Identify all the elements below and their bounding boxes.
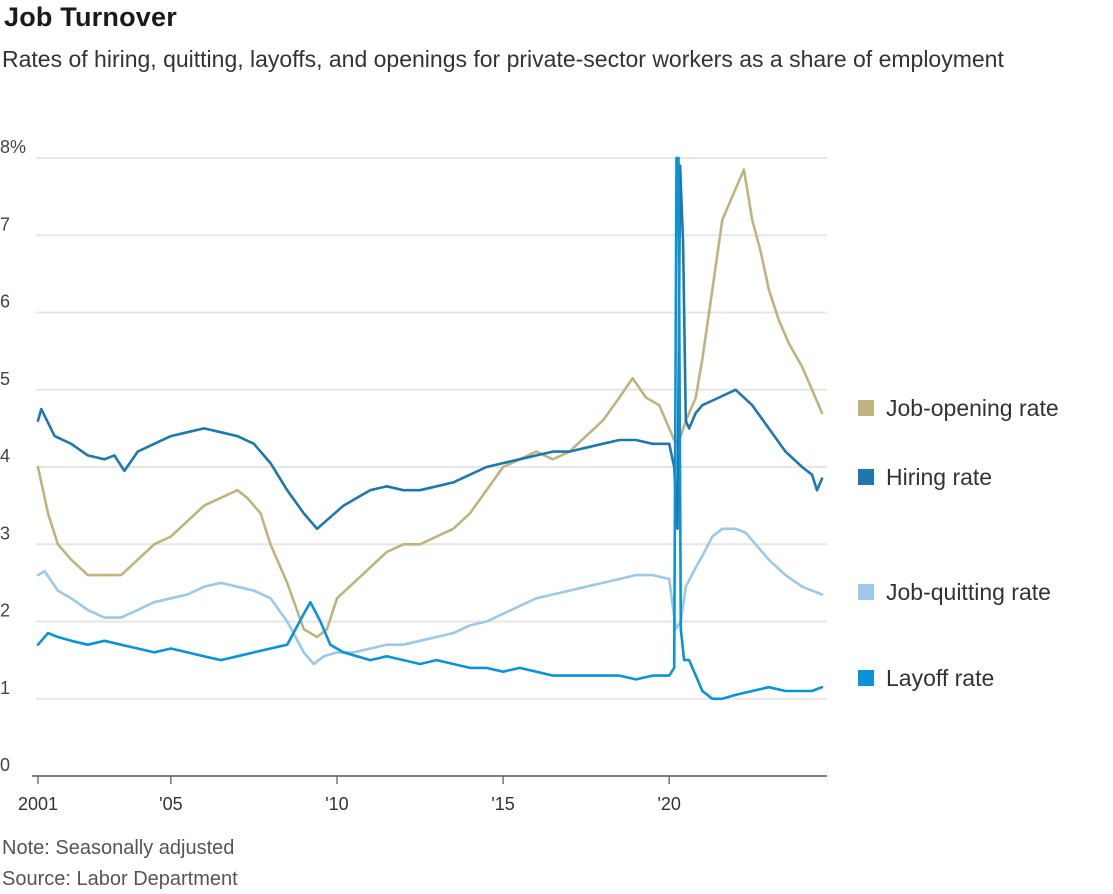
x-axis-ticks: 2001 '05 '10 '15 '20	[18, 776, 681, 814]
x-tick-label: '10	[325, 794, 348, 814]
x-tick-label: '15	[491, 794, 514, 814]
legend-swatch	[858, 670, 874, 686]
y-tick-label: 3	[0, 523, 10, 543]
chart-note: Note: Seasonally adjusted	[2, 837, 235, 859]
y-axis-ticks: 0 1 2 3 4 5 6 7 8%	[0, 137, 26, 775]
x-tick-label: '20	[657, 794, 680, 814]
y-tick-label: 0	[0, 755, 10, 775]
series-line	[36, 156, 824, 701]
y-tick-label: 7	[0, 214, 10, 234]
legend-label: Job-opening rate	[886, 395, 1059, 421]
chart-subtitle: Rates of hiring, quitting, layoffs, and …	[2, 46, 1004, 72]
y-tick-label: 1	[0, 678, 10, 698]
y-tick-label: 2	[0, 601, 10, 621]
legend-label: Hiring rate	[886, 464, 992, 490]
y-tick-label: 6	[0, 292, 10, 312]
series-line	[36, 527, 824, 666]
legend-swatch	[858, 584, 874, 600]
x-tick-label: 2001	[18, 794, 58, 814]
series-line	[36, 164, 824, 531]
legend-label: Layoff rate	[886, 665, 994, 691]
grid-lines	[36, 157, 827, 700]
series-line	[36, 168, 824, 639]
legend-swatch	[858, 469, 874, 485]
y-tick-label: 4	[0, 446, 10, 466]
x-tick-label: '05	[159, 794, 182, 814]
legend-label: Job-quitting rate	[886, 579, 1051, 605]
chart-title: Job Turnover	[4, 2, 177, 32]
series-lines	[36, 156, 824, 701]
y-tick-label: 5	[0, 369, 10, 389]
legend: Job-opening rate Hiring rate Job-quitting …	[858, 395, 1059, 691]
chart-source: Source: Labor Department	[2, 868, 238, 890]
legend-swatch	[858, 400, 874, 416]
y-tick-label: 8%	[0, 137, 26, 157]
